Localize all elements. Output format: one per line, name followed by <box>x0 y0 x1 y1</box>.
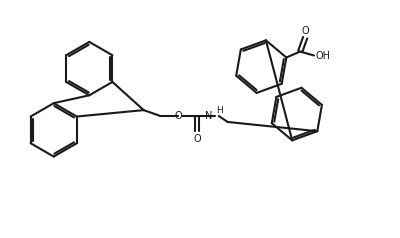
Text: O: O <box>193 134 201 144</box>
Text: OH: OH <box>315 50 330 60</box>
Text: O: O <box>174 111 182 121</box>
Text: O: O <box>301 26 309 36</box>
Text: H: H <box>216 106 222 115</box>
Text: N: N <box>206 111 213 121</box>
